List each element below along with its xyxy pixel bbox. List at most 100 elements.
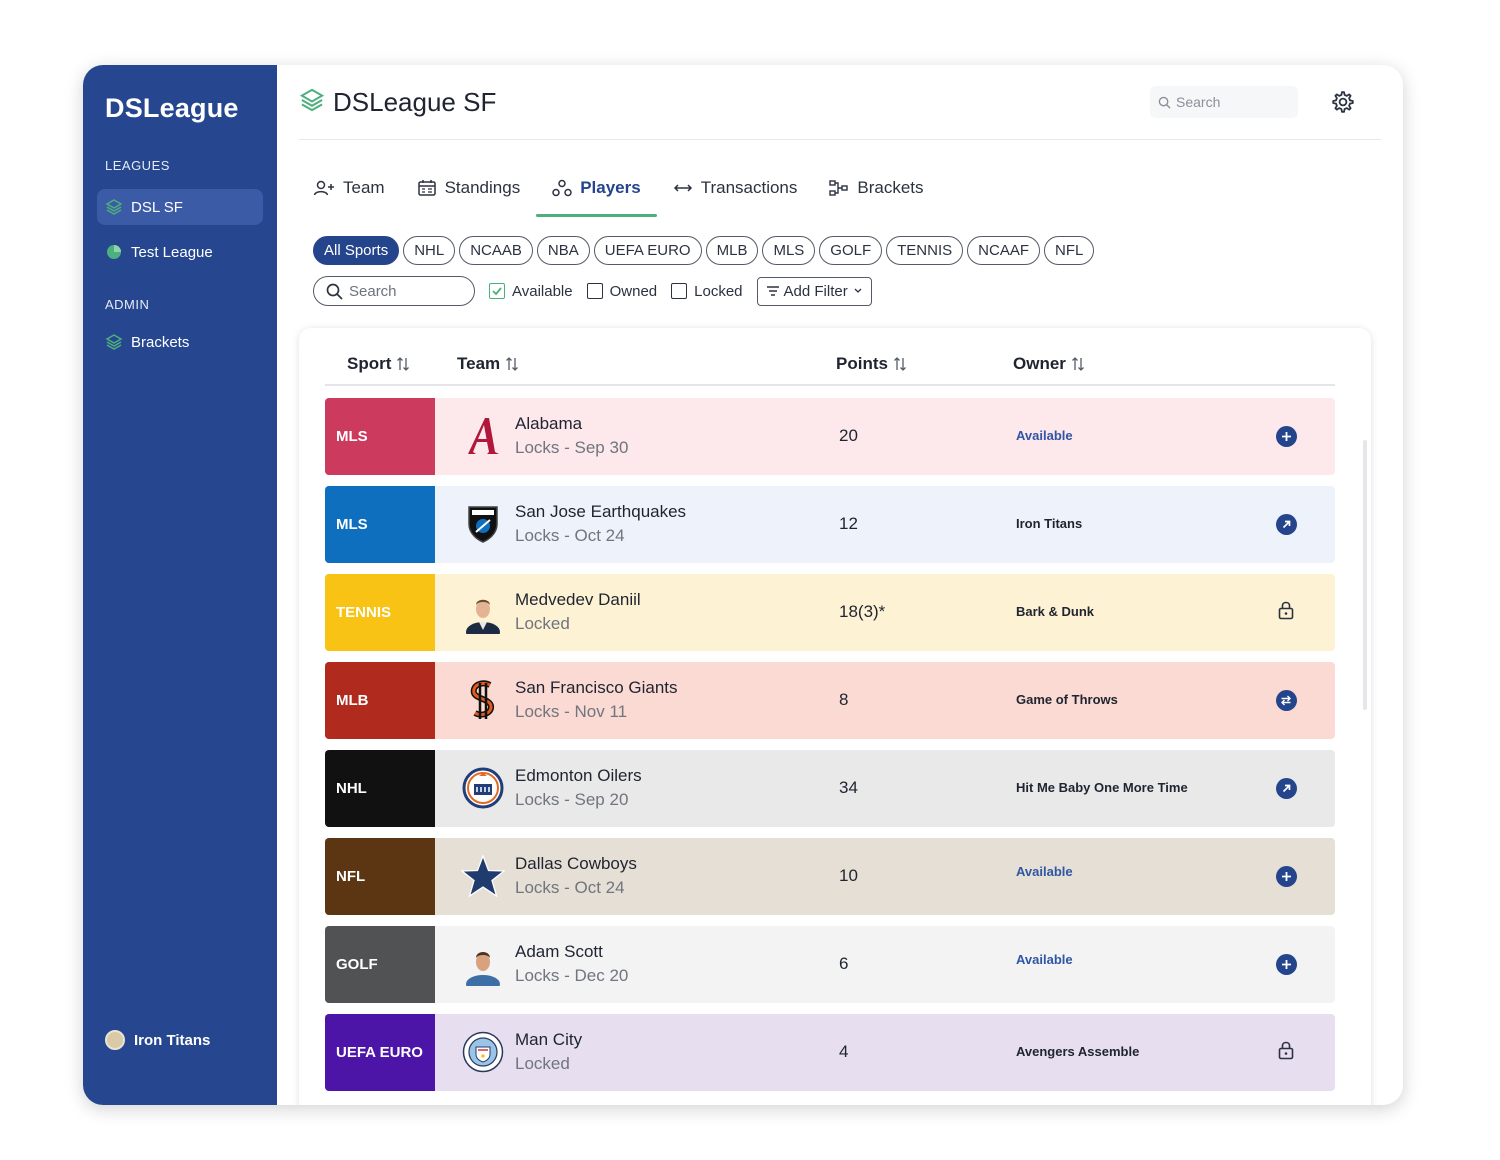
user-plus-icon: [313, 179, 335, 197]
stack-icon: [299, 87, 325, 118]
header-search-input[interactable]: Search: [1150, 86, 1298, 118]
table-row[interactable]: MLS Alabama Locks - Sep 30 20 Available: [325, 398, 1335, 475]
search-icon: [326, 283, 343, 300]
tab-team[interactable]: Team: [313, 173, 385, 203]
user-name: Iron Titans: [134, 1031, 211, 1049]
chip-mls[interactable]: MLS: [762, 236, 816, 265]
add-player-button[interactable]: [1275, 425, 1297, 447]
sport-filter-chips: All Sports NHL NCAAB NBA UEFA EURO MLB M…: [313, 236, 1098, 265]
user-profile[interactable]: Iron Titans: [105, 1030, 210, 1050]
checkbox-label: Available: [512, 282, 573, 300]
stack-icon: [105, 333, 123, 351]
team-lock-status: Locks - Nov 11: [515, 702, 628, 721]
admin-section-label: ADMIN: [105, 297, 150, 312]
column-header-label: Owner: [1013, 354, 1066, 373]
sport-column-header[interactable]: Sport: [347, 354, 410, 374]
add-filter-button[interactable]: Add Filter: [756, 276, 872, 306]
sport-cell: TENNIS: [325, 574, 435, 651]
search-placeholder: Search: [1176, 94, 1221, 110]
points-value: 6: [839, 954, 849, 973]
checkbox-empty-icon: [586, 283, 603, 299]
chip-nba[interactable]: NBA: [536, 236, 590, 265]
team-lock-status: Locked: [515, 614, 570, 633]
chip-nfl[interactable]: NFL: [1044, 236, 1095, 265]
tab-label: Standings: [444, 178, 521, 197]
checkbox-checked-icon: [489, 283, 505, 299]
tab-players[interactable]: Players: [536, 173, 657, 217]
scrollbar[interactable]: [1363, 440, 1367, 710]
arrow-up-right-icon: [1275, 513, 1297, 535]
table-row[interactable]: UEFA EURO Man City Locked 4 Avengers Ass…: [325, 1014, 1335, 1091]
points-value: 34: [839, 778, 858, 797]
swap-icon: [673, 181, 693, 195]
owner-name: Bark & Dunk: [1016, 604, 1095, 619]
owner-status: Available: [1016, 864, 1073, 879]
tab-transactions[interactable]: Transactions: [673, 173, 797, 203]
gear-icon[interactable]: [1331, 90, 1355, 114]
tab-bar: Team Standings Players Transactions: [313, 173, 956, 217]
chip-golf[interactable]: GOLF: [819, 236, 883, 265]
table-row[interactable]: NHL Edmonton Oilers Locks - Sep 20 34 Hi…: [325, 750, 1335, 827]
sport-cell: MLS: [325, 398, 435, 475]
sport-cell: NFL: [325, 838, 435, 915]
chip-ncaaf[interactable]: NCAAF: [967, 236, 1040, 265]
chip-uefa-euro[interactable]: UEFA EURO: [593, 236, 702, 265]
sidebar-item-test-league[interactable]: Test League: [97, 234, 263, 270]
owned-checkbox[interactable]: Owned: [586, 283, 657, 300]
add-player-button[interactable]: [1275, 953, 1297, 975]
pie-icon: [105, 243, 123, 261]
alabama-logo: [461, 414, 505, 458]
player-search-input[interactable]: Search: [313, 276, 475, 306]
players-table: Sport Team Points Owner MLS: [299, 328, 1371, 1105]
sidebar-item-dsl-sf[interactable]: DSL SF: [97, 189, 263, 225]
stack-icon: [105, 198, 123, 216]
available-checkbox[interactable]: Available: [489, 283, 573, 300]
locked-indicator: [1275, 601, 1297, 623]
plus-circle-icon: [1275, 425, 1297, 447]
table-row[interactable]: MLS San Jose Earthquakes Locks - Oct 24 …: [325, 486, 1335, 563]
swap-player-button[interactable]: [1275, 689, 1297, 711]
team-lock-status: Locks - Sep 20: [515, 790, 629, 809]
mancity-logo: [461, 1030, 505, 1074]
tab-standings[interactable]: Standings: [417, 173, 521, 203]
sport-cell: UEFA EURO: [325, 1014, 435, 1091]
lock-icon: [1278, 1040, 1294, 1065]
column-header-label: Points: [836, 354, 888, 373]
leagues-section-label: LEAGUES: [105, 158, 170, 173]
points-column-header[interactable]: Points: [836, 354, 906, 374]
owner-column-header[interactable]: Owner: [1013, 354, 1084, 374]
sidebar-item-label: DSL SF: [131, 198, 183, 216]
sort-icon: [1071, 356, 1084, 372]
chip-all-sports[interactable]: All Sports: [313, 236, 400, 265]
open-trade-button[interactable]: [1275, 777, 1297, 799]
team-column-header[interactable]: Team: [457, 354, 519, 374]
chip-tennis[interactable]: TENNIS: [886, 236, 964, 265]
table-row[interactable]: NFL Dallas Cowboys Locks - Oct 24 10 Ava…: [325, 838, 1335, 915]
lock-icon: [1278, 600, 1294, 625]
sport-cell: NHL: [325, 750, 435, 827]
plus-circle-icon: [1275, 953, 1297, 975]
brand-logo-text[interactable]: DSLeague: [105, 93, 239, 123]
column-header-label: Sport: [347, 354, 392, 373]
tab-label: Team: [343, 178, 385, 197]
table-row[interactable]: TENNIS Medvedev Daniil Locked 18(3)* Bar…: [325, 574, 1335, 651]
search-placeholder: Search: [349, 282, 397, 300]
locked-indicator: [1275, 1041, 1297, 1063]
table-row[interactable]: MLB San Francisco Giants Locks - Nov 11 …: [325, 662, 1335, 739]
sidebar-item-brackets[interactable]: Brackets: [97, 324, 263, 360]
tab-brackets[interactable]: Brackets: [829, 173, 924, 203]
player-photo: [461, 942, 505, 986]
team-lock-status: Locks - Oct 24: [515, 526, 625, 545]
open-trade-button[interactable]: [1275, 513, 1297, 535]
locked-checkbox[interactable]: Locked: [671, 283, 743, 300]
chip-ncaab[interactable]: NCAAB: [459, 236, 533, 265]
owner-status: Available: [1016, 428, 1073, 443]
add-player-button[interactable]: [1275, 865, 1297, 887]
chip-mlb[interactable]: MLB: [705, 236, 759, 265]
table-row[interactable]: GOLF Adam Scott Locks - Dec 20 6 Availab…: [325, 926, 1335, 1003]
team-name: San Francisco Giants: [515, 678, 678, 697]
points-value: 4: [839, 1042, 849, 1061]
arrow-up-right-icon: [1275, 777, 1297, 799]
chevron-down-icon: [854, 288, 862, 294]
chip-nhl[interactable]: NHL: [403, 236, 456, 265]
